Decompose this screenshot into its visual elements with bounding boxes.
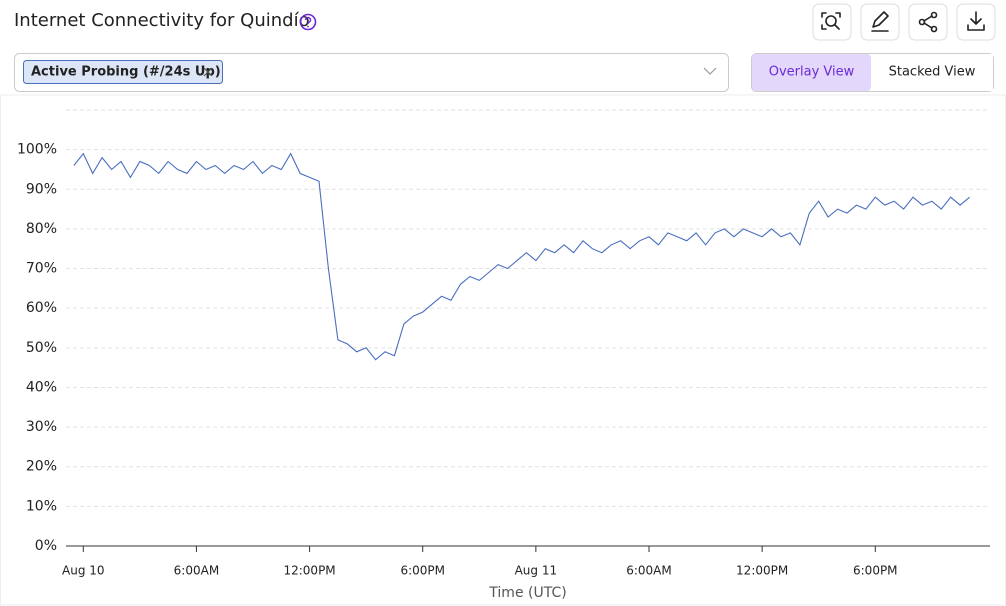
- x-tick-label: 12:00PM: [283, 564, 335, 578]
- view-option[interactable]: Stacked View: [871, 54, 993, 91]
- y-tick-label: 70%: [26, 261, 57, 277]
- view-option-bg: [752, 54, 871, 91]
- view-option-label: Stacked View: [889, 65, 976, 80]
- help-icon[interactable]: [299, 13, 317, 31]
- page-title: Internet Connectivity for Quindío: [14, 10, 310, 31]
- y-tick-label: 60%: [26, 300, 57, 316]
- x-axis-title: Time (UTC): [488, 585, 566, 601]
- zoom-button[interactable]: [812, 3, 852, 41]
- y-tick-label: 30%: [26, 419, 57, 435]
- x-tick-label: 12:00PM: [736, 564, 788, 578]
- series-chip[interactable]: Active Probing (#/24s Up): [23, 60, 223, 84]
- share-button[interactable]: [908, 3, 948, 41]
- x-tick-label: 6:00AM: [626, 564, 672, 578]
- download-button[interactable]: [956, 3, 996, 41]
- y-tick-label: 100%: [17, 142, 57, 158]
- x-tick-label: Aug 10: [62, 564, 105, 578]
- y-tick-label: 10%: [26, 498, 57, 514]
- view-option-bg: [871, 54, 993, 91]
- y-tick-label: 0%: [35, 538, 57, 554]
- edit-button[interactable]: [860, 3, 900, 41]
- x-tick-label: 6:00AM: [174, 564, 220, 578]
- view-option[interactable]: Overlay View: [752, 54, 871, 91]
- chart-panel: [0, 94, 1006, 606]
- y-tick-label: 40%: [26, 379, 57, 395]
- y-tick-label: 80%: [26, 221, 57, 237]
- x-tick-label: Aug 11: [515, 564, 558, 578]
- chip-label: Active Probing (#/24s Up): [31, 65, 221, 80]
- x-tick-label: 6:00PM: [853, 564, 898, 578]
- series-line: [73, 152, 970, 361]
- y-tick-label: 20%: [26, 459, 57, 475]
- view-option-label: Overlay View: [769, 65, 855, 80]
- y-tick-label: 90%: [26, 181, 57, 197]
- y-tick-label: 50%: [26, 340, 57, 356]
- x-tick-label: 6:00PM: [400, 564, 445, 578]
